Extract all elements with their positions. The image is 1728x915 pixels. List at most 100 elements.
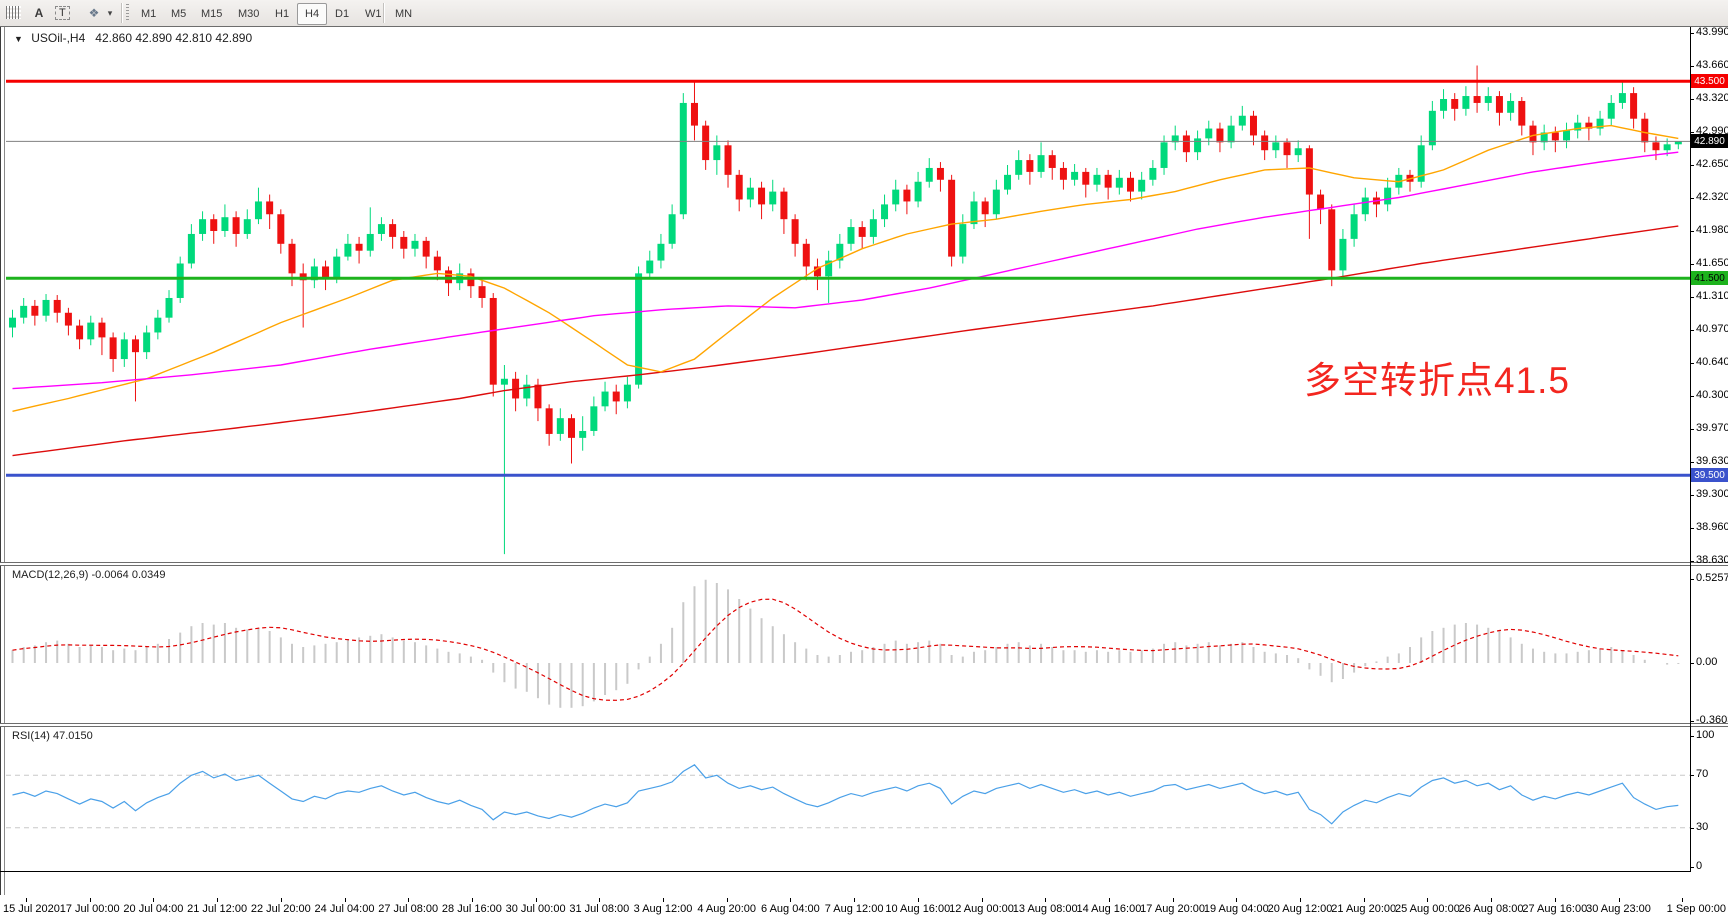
axis-tick bbox=[1690, 663, 1694, 664]
time-tick-label: 14 Aug 16:00 bbox=[1076, 903, 1142, 915]
time-tick bbox=[1682, 898, 1684, 902]
rsi-axis-label: 70 bbox=[1696, 768, 1709, 781]
timeframe-button-D1[interactable]: D1 bbox=[335, 8, 350, 20]
axis-tick bbox=[1690, 560, 1694, 562]
macd-axis-label: 0.5257 bbox=[1696, 571, 1728, 584]
top-toolbar: A T ❖ ▾ M1 M5 M15 M30 H1 H4 D1 W1 MN bbox=[0, 0, 1728, 28]
macd-axis-label: -0.3603 bbox=[1696, 713, 1728, 726]
time-tick bbox=[1045, 898, 1047, 902]
time-tick bbox=[599, 898, 601, 902]
collapse-triangle-icon[interactable]: ▼ bbox=[14, 34, 23, 44]
time-tick bbox=[1363, 898, 1365, 902]
time-tick bbox=[1554, 898, 1556, 902]
chart-window: ▼ USOil-,H4 42.860 42.890 42.810 42.890 … bbox=[0, 26, 1728, 915]
time-tick bbox=[471, 898, 473, 902]
time-tick-label: 25 Aug 00:00 bbox=[1394, 903, 1460, 915]
axis-tick bbox=[1690, 867, 1694, 868]
price-tag-43.500: 43.500 bbox=[1691, 74, 1728, 89]
time-tick bbox=[917, 898, 919, 902]
dotted-grid-icon[interactable] bbox=[6, 6, 21, 19]
symbol-period-label: USOil-,H4 bbox=[31, 31, 86, 45]
timeframe-button-M1[interactable]: M1 bbox=[141, 8, 157, 20]
time-tick-label: 7 Aug 12:00 bbox=[824, 903, 884, 915]
price-axis-line bbox=[1690, 27, 1691, 871]
price-tag-39.500: 39.500 bbox=[1691, 468, 1728, 483]
time-tick bbox=[726, 898, 728, 902]
axis-tick bbox=[1690, 65, 1694, 67]
price-tag-42.890: 42.890 bbox=[1691, 134, 1728, 149]
chart-top-border bbox=[0, 26, 1728, 27]
price-tick-label: 43.990 bbox=[1696, 26, 1728, 38]
time-tick-label: 24 Jul 04:00 bbox=[314, 903, 375, 915]
time-tick-label: 21 Aug 20:00 bbox=[1331, 903, 1397, 915]
time-tick-label: 30 Aug 23:00 bbox=[1586, 903, 1651, 915]
timeframe-button-M30[interactable]: M30 bbox=[238, 8, 260, 20]
time-tick-label: 13 Aug 08:00 bbox=[1012, 903, 1078, 915]
macd-indicator-pane[interactable] bbox=[6, 566, 1690, 722]
time-tick bbox=[217, 898, 219, 902]
macd-label: MACD(12,26,9) -0.0064 0.0349 bbox=[12, 569, 166, 581]
objects-dropdown-caret-icon[interactable]: ▾ bbox=[107, 7, 113, 18]
time-tick-label: 27 Jul 08:00 bbox=[378, 903, 439, 915]
time-tick-label: 30 Jul 00:00 bbox=[505, 903, 566, 915]
price-tick-label: 39.300 bbox=[1696, 487, 1728, 500]
time-tick bbox=[153, 898, 155, 902]
axis-tick bbox=[1690, 263, 1694, 265]
rsi-axis-label: 0 bbox=[1696, 860, 1703, 872]
time-tick bbox=[344, 898, 346, 902]
price-tick-label: 41.650 bbox=[1696, 256, 1728, 269]
time-tick bbox=[854, 898, 856, 902]
axis-tick bbox=[1690, 396, 1694, 398]
axis-tick bbox=[1690, 528, 1694, 530]
price-tick-label: 42.320 bbox=[1696, 190, 1728, 203]
ohlc-readout: 42.860 42.890 42.810 42.890 bbox=[95, 31, 253, 45]
font-tool-button[interactable]: A bbox=[34, 6, 44, 20]
text-tool-button[interactable]: T bbox=[55, 3, 70, 23]
timeframe-button-W1[interactable]: W1 bbox=[365, 8, 382, 20]
objects-tool-button[interactable]: ❖ bbox=[88, 6, 100, 20]
time-tick-label: 17 Aug 20:00 bbox=[1140, 903, 1206, 915]
window-left-edge bbox=[0, 27, 1, 895]
time-tick bbox=[1108, 898, 1110, 902]
time-tick-label: 15 Jul 2020 bbox=[3, 903, 60, 915]
time-tick bbox=[1236, 898, 1238, 902]
time-tick bbox=[1427, 898, 1429, 902]
axis-tick bbox=[1690, 98, 1694, 100]
time-tick-label: 19 Aug 04:00 bbox=[1203, 903, 1269, 915]
chart-title: ▼ USOil-,H4 42.860 42.890 42.810 42.890 bbox=[14, 31, 252, 45]
rsi-indicator-pane[interactable] bbox=[6, 727, 1690, 870]
toolbar-drag-handle[interactable] bbox=[126, 4, 129, 22]
time-tick bbox=[89, 898, 91, 902]
time-tick-label: 20 Aug 12:00 bbox=[1267, 903, 1333, 915]
pane-divider[interactable] bbox=[0, 723, 1728, 727]
time-tick-label: 17 Jul 00:00 bbox=[59, 903, 120, 915]
timeframe-button-H1[interactable]: H1 bbox=[275, 8, 290, 20]
axis-tick bbox=[1690, 362, 1694, 364]
time-tick bbox=[663, 898, 664, 902]
timeframe-button-M5[interactable]: M5 bbox=[171, 8, 187, 20]
price-tick-label: 40.970 bbox=[1696, 323, 1728, 336]
time-tick-label: 1 Sep 00:00 bbox=[1666, 903, 1726, 915]
main-price-chart[interactable] bbox=[6, 28, 1690, 562]
time-tick bbox=[790, 898, 792, 902]
axis-tick bbox=[1690, 428, 1694, 430]
axis-tick bbox=[1690, 330, 1694, 332]
price-tick-label: 38.630 bbox=[1696, 553, 1728, 566]
axis-tick bbox=[1690, 33, 1694, 34]
axis-tick bbox=[1690, 230, 1694, 232]
axis-tick bbox=[1690, 197, 1694, 199]
time-tick-label: 4 Aug 20:00 bbox=[697, 903, 757, 915]
pane-divider[interactable] bbox=[0, 562, 1728, 566]
price-tick-label: 39.970 bbox=[1696, 421, 1728, 434]
time-tick bbox=[26, 898, 27, 902]
axis-tick bbox=[1690, 578, 1694, 580]
timeframe-button-M15[interactable]: M15 bbox=[201, 8, 223, 20]
timeframe-button-H4[interactable]: H4 bbox=[297, 3, 328, 25]
axis-tick bbox=[1690, 462, 1694, 464]
time-tick bbox=[1491, 898, 1493, 902]
time-tick-label: 3 Aug 12:00 bbox=[633, 903, 693, 915]
toolbar-separator bbox=[121, 3, 123, 23]
axis-tick bbox=[1690, 131, 1694, 133]
timeframe-button-MN[interactable]: MN bbox=[395, 8, 413, 20]
time-tick-label: 12 Aug 00:00 bbox=[949, 903, 1014, 915]
